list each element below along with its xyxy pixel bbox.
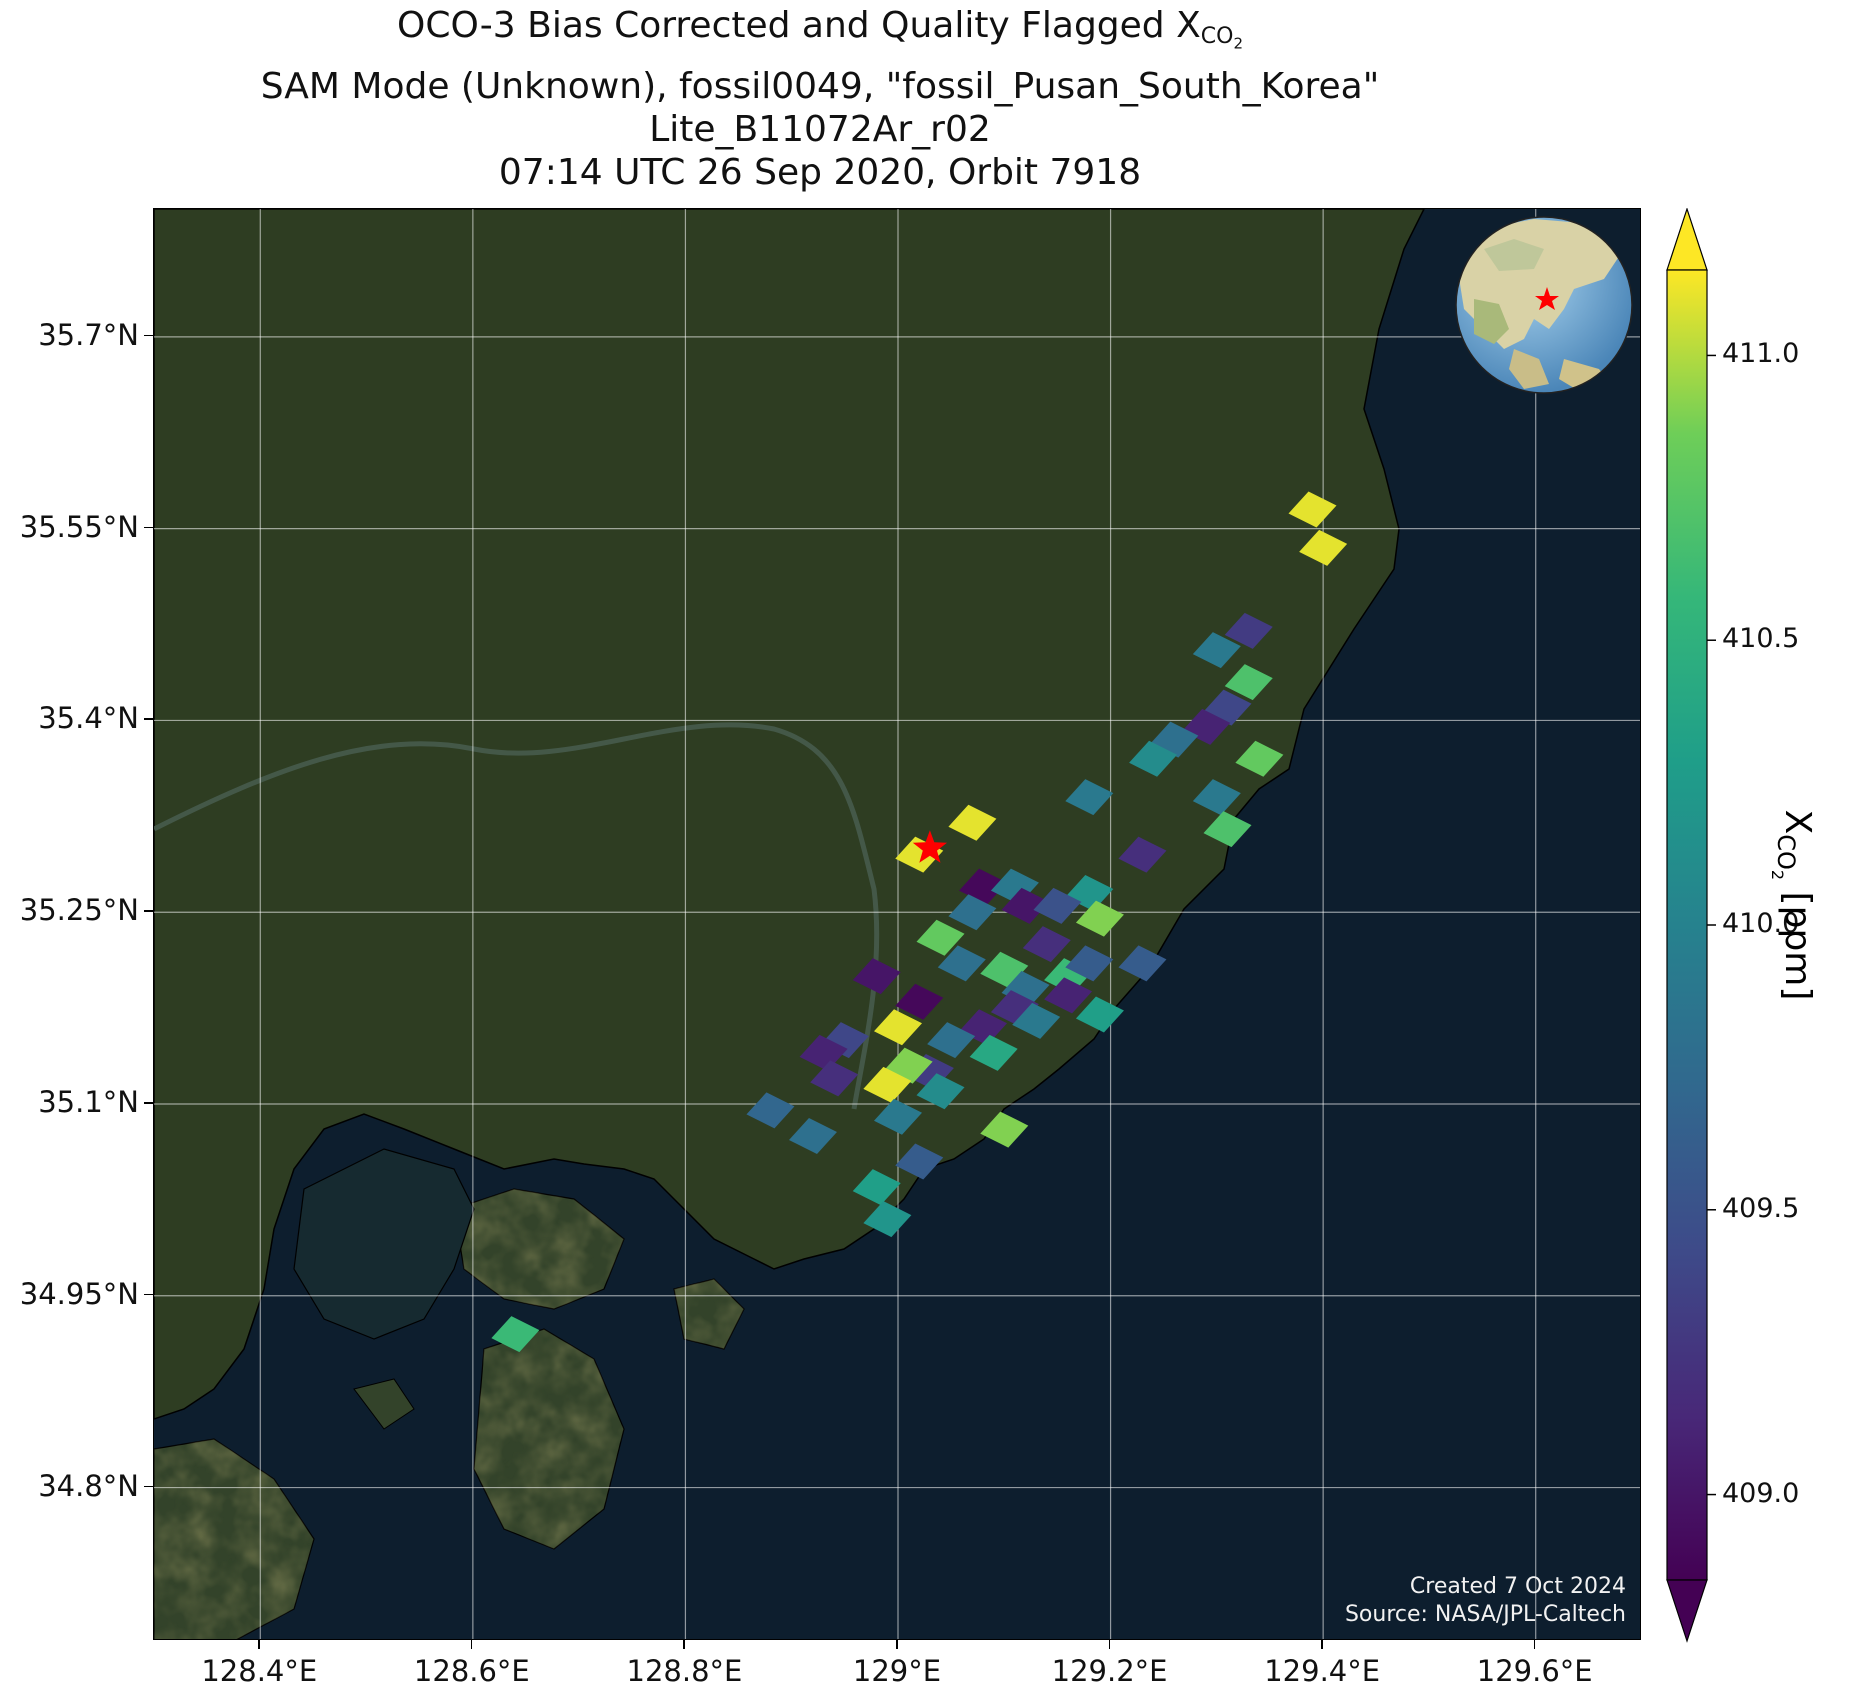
y-tick-label: 35.7°N: [38, 317, 139, 352]
sounding-footprint: [1044, 977, 1093, 1014]
colorbar-tick-label: 409.0: [1722, 1477, 1800, 1509]
x-tick-label: 128.4°E: [201, 1654, 318, 1688]
x-tick-mark: [258, 1640, 260, 1649]
colorbar-tick-label: 410.0: [1722, 908, 1800, 939]
sounding-footprint: [969, 1034, 1018, 1071]
x-tick-label: 128.6°E: [413, 1654, 530, 1688]
sounding-footprint: [1235, 740, 1284, 777]
y-tick-mark: [144, 526, 153, 529]
sounding-footprint: [1001, 887, 1050, 924]
island: [353, 1378, 415, 1430]
sounding-footprint: [1192, 632, 1241, 669]
y-tick-mark: [144, 334, 153, 337]
y-tick-mark: [144, 1293, 153, 1296]
sounding-footprint: [1118, 836, 1167, 873]
sounding-footprint: [895, 1143, 944, 1180]
y-tick-mark: [144, 1102, 153, 1104]
x-tick-mark: [1533, 1640, 1536, 1649]
x-tick-mark: [1108, 1640, 1111, 1649]
x-tick-label: 128.8°E: [626, 1654, 743, 1688]
sounding-footprint: [1192, 779, 1241, 816]
sounding-footprint: [874, 1009, 922, 1046]
sounding-footprint: [927, 1022, 976, 1059]
colorbar-tick-label: 410.5: [1722, 623, 1800, 655]
sounding-footprint: [916, 1073, 965, 1110]
sounding-footprint: [852, 1169, 901, 1206]
sounding-footprint: [874, 1098, 922, 1135]
sounding-footprint: [810, 1060, 859, 1097]
title-line-1: OCO-3 Bias Corrected and Quality Flagged…: [396, 5, 1243, 53]
target-star-icon[interactable]: [912, 830, 947, 863]
sounding-footprint: [980, 1111, 1029, 1148]
title-line-3: Lite_B11072Ar_r02: [649, 109, 991, 151]
source-credit: Source: NASA/JPL-Caltech: [1344, 1602, 1626, 1627]
sounding-footprint: [1033, 887, 1082, 924]
colorbar-tick-label: 411.0: [1722, 338, 1800, 370]
sounding-footprint: [1299, 529, 1348, 566]
sounding-footprint: [937, 945, 986, 982]
sounding-footprint: [895, 983, 944, 1020]
colorbar-title: XCO2 [ppm]: [1768, 809, 1818, 1001]
inset-globe-icon: [1455, 216, 1633, 394]
sounding-footprint: [491, 1316, 540, 1353]
sounding-footprint: [799, 1034, 848, 1071]
y-tick-label: 35.1°N: [38, 1085, 139, 1119]
y-tick-mark: [144, 910, 153, 912]
colorbar-ticks: [1707, 354, 1716, 1496]
map-canvas[interactable]: [154, 209, 1641, 1640]
sounding-footprint: [863, 1066, 912, 1103]
x-tick-label: 129.2°E: [1051, 1654, 1168, 1688]
sounding-footprint: [1203, 811, 1252, 848]
sounding-footprint: [1065, 779, 1114, 816]
colorbar-extend-top: [1666, 208, 1708, 271]
sounding-footprint: [1224, 664, 1273, 701]
title-line-4: 07:14 UTC 26 Sep 2020, Orbit 7918: [498, 152, 1142, 194]
xco2-soundings: [491, 491, 1348, 1353]
y-tick-mark: [144, 1485, 153, 1488]
x-tick-label: 129.6°E: [1476, 1654, 1593, 1688]
sounding-footprint: [1118, 945, 1167, 982]
sounding-footprint: [746, 1092, 795, 1129]
sounding-footprint: [1075, 900, 1124, 937]
sounding-footprint: [852, 958, 901, 995]
sounding-footprint: [1012, 1002, 1061, 1039]
inner-bay: [293, 1148, 475, 1340]
sounding-footprint: [1224, 612, 1273, 649]
y-tick-label: 34.8°N: [38, 1468, 139, 1503]
sounding-footprint: [1288, 491, 1337, 528]
river: [154, 722, 880, 1110]
colorbar: [1666, 208, 1716, 1643]
x-tick-label: 129°E: [852, 1654, 942, 1688]
y-tick-label: 35.4°N: [38, 701, 139, 736]
sounding-footprint: [948, 804, 997, 841]
colorbar-gradient: [1666, 269, 1708, 1581]
y-tick-label: 34.95°N: [19, 1276, 139, 1311]
sounding-footprint: [1075, 996, 1124, 1033]
title-line-2: SAM Mode (Unknown), fossil0049, "fossil_…: [260, 66, 1380, 108]
x-tick-label: 129.4°E: [1264, 1654, 1381, 1688]
sounding-footprint: [1022, 926, 1071, 963]
figure-title: OCO-3 Bias Corrected and Quality Flagged…: [150, 4, 1490, 194]
sounding-footprint: [916, 919, 965, 956]
y-tick-mark: [144, 718, 153, 720]
sounding-footprint: [788, 1117, 837, 1154]
colorbar-tick-label: 409.5: [1722, 1192, 1800, 1224]
gridlines: [154, 209, 1640, 1639]
x-tick-mark: [683, 1640, 685, 1649]
sounding-footprint: [948, 894, 997, 931]
y-tick-label: 35.25°N: [19, 893, 139, 928]
map-panel[interactable]: Created 7 Oct 2024 Source: NASA/JPL-Calt…: [153, 208, 1641, 1640]
x-tick-mark: [1321, 1640, 1323, 1649]
x-tick-mark: [470, 1640, 473, 1649]
created-credit: Created 7 Oct 2024: [1409, 1574, 1626, 1599]
x-tick-mark: [896, 1640, 898, 1649]
colorbar-extend-bottom: [1666, 1579, 1708, 1643]
sounding-footprint: [1065, 945, 1114, 982]
sounding-footprint: [1129, 740, 1178, 777]
sounding-footprint: [863, 1201, 912, 1238]
y-tick-label: 35.55°N: [19, 509, 139, 544]
